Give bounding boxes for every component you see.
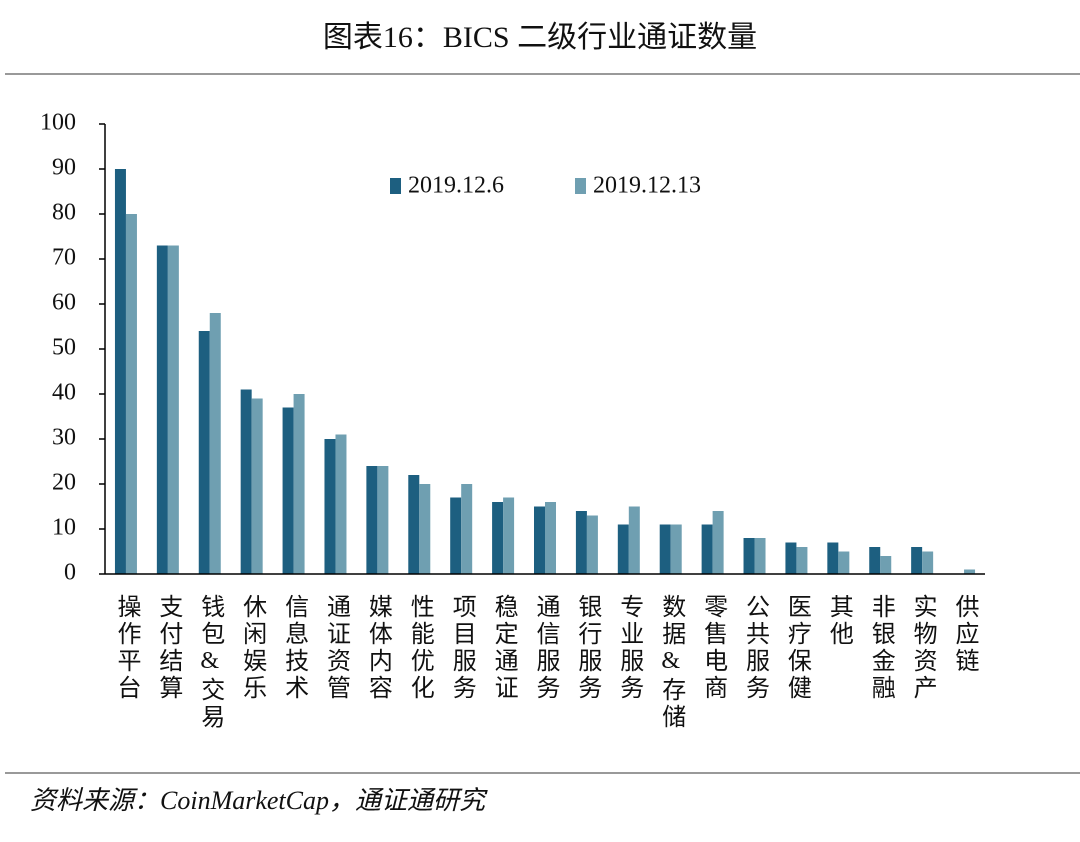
bar [408,475,420,574]
bar [838,551,850,574]
bar [503,497,515,574]
legend-label: 2019.12.13 [593,173,701,199]
bar [167,245,179,574]
bar [492,502,504,574]
x-tick-label: 信息技术 [281,594,309,702]
bar [743,538,755,574]
x-tick-label: 其他 [825,594,853,648]
bar [785,542,797,574]
bar [461,484,473,574]
y-tick-label: 60 [52,290,76,316]
bar [251,398,263,574]
x-tick-label: 稳定通证 [490,594,518,702]
y-tick-label: 10 [52,515,76,541]
x-tick-label: 医疗保健 [783,594,811,702]
bar [586,515,598,574]
y-tick-label: 30 [52,425,76,451]
bar [922,551,934,574]
bar [628,506,640,574]
legend-swatch [390,178,401,194]
bar [419,484,431,574]
bar [209,313,221,574]
x-tick-label: 非银金融 [867,594,895,702]
x-tick-label: 通信服务 [532,594,560,702]
x-tick-label: 供应链 [951,594,979,675]
x-tick-label: 通证资管 [322,594,350,702]
x-tick-label: 支付结算 [155,594,183,702]
x-tick-label: 公共服务 [742,594,770,702]
bar [156,245,168,574]
x-tick-label: 钱包&交易 [197,594,225,731]
bar [335,434,347,574]
bar [198,331,210,574]
bar [659,524,671,574]
y-tick-label: 70 [52,245,76,271]
x-tick-label: 零售电商 [700,594,728,702]
bar [114,169,126,574]
chart-title: 图表16：BICS 二级行业通证数量 [323,21,757,54]
bar [754,538,766,574]
bar [240,389,252,574]
bar [670,524,682,574]
legend-swatch [575,178,586,194]
source: 资料来源：CoinMarketCap，通证通研究 [30,786,488,815]
bar [617,524,629,574]
x-tick-label: 性能优化 [406,594,434,702]
y-tick-label: 90 [52,155,76,181]
y-tick-label: 0 [64,560,76,586]
bar [125,214,137,574]
legend-label: 2019.12.6 [408,173,504,199]
x-tick-label: 项目服务 [448,594,476,702]
x-tick-label: 媒体内容 [364,594,392,702]
bar [869,547,881,574]
bar [282,407,294,574]
bar [964,569,976,574]
x-tick-label: 实物资产 [909,594,937,702]
bar [880,556,892,574]
x-tick-label: 专业服务 [616,594,644,702]
bar [545,502,556,574]
x-tick-label: 银行服务 [574,594,602,702]
bar [293,394,305,574]
y-tick-label: 20 [52,470,76,496]
bar [324,439,336,574]
x-tick-label: 操作平台 [113,594,141,702]
bar [450,497,462,574]
x-tick-label: 休闲娱乐 [239,594,267,702]
x-tick-label: 数据&存储 [658,594,686,731]
bar [575,511,587,574]
bar [701,524,713,574]
y-tick-label: 80 [52,200,76,226]
y-tick-label: 50 [52,335,76,361]
bar [796,547,808,574]
bar [827,542,839,574]
bar [911,547,923,574]
bar [534,506,545,574]
y-tick-label: 40 [52,380,76,406]
bar [712,511,724,574]
bar [366,466,378,574]
bar [377,466,389,574]
y-tick-label: 100 [40,110,76,136]
